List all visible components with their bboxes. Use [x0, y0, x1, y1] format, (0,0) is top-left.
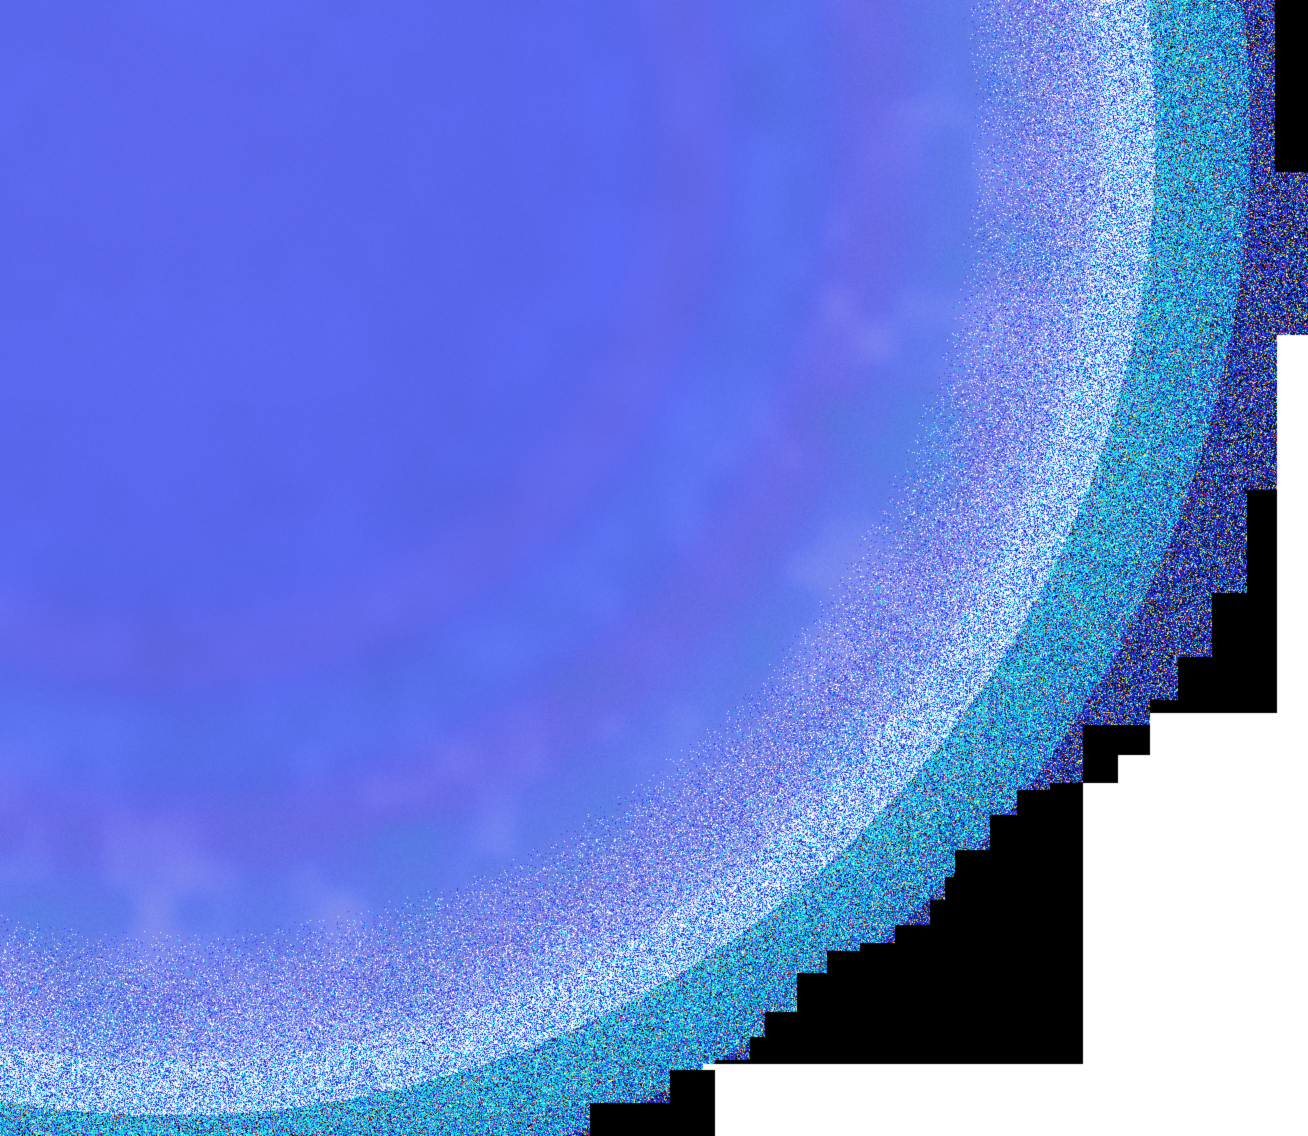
telescope-image — [0, 0, 1308, 1136]
image-canvas — [0, 0, 1308, 1136]
